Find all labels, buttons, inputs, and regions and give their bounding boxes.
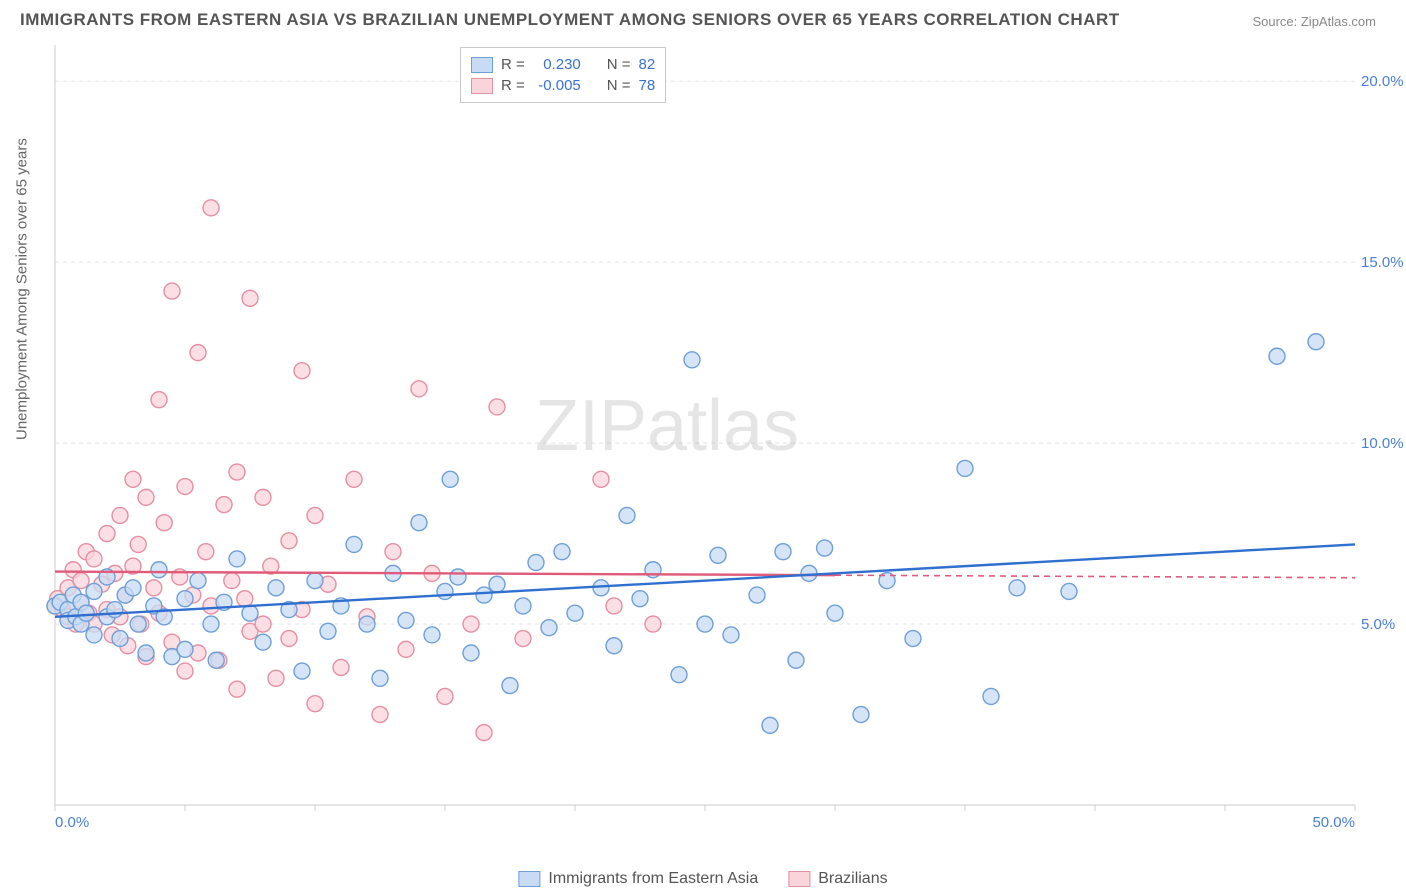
stats-r-value-1: 0.230 — [533, 56, 581, 73]
swatch-series1 — [471, 57, 493, 73]
legend-item-2: Brazilians — [788, 870, 887, 888]
bottom-legend: Immigrants from Eastern Asia Brazilians — [518, 870, 887, 888]
stats-r-label: R = — [501, 56, 525, 73]
svg-text:10.0%: 10.0% — [1361, 435, 1404, 452]
swatch-series2 — [471, 78, 493, 94]
legend-swatch-1 — [518, 871, 540, 887]
svg-text:50.0%: 50.0% — [1312, 814, 1355, 831]
stats-row-series2: R = -0.005 N = 78 — [471, 75, 655, 96]
svg-text:5.0%: 5.0% — [1361, 616, 1395, 633]
plot-area: 5.0%10.0%15.0%20.0%0.0%50.0% ZIPatlas R … — [55, 45, 1365, 825]
svg-text:20.0%: 20.0% — [1361, 73, 1404, 90]
source-label: Source: ZipAtlas.com — [1252, 14, 1376, 29]
legend-label-1: Immigrants from Eastern Asia — [548, 870, 758, 888]
stats-n-value-2: 78 — [639, 77, 656, 94]
legend-swatch-2 — [788, 871, 810, 887]
stats-row-series1: R = 0.230 N = 82 — [471, 54, 655, 75]
source-prefix: Source: — [1252, 14, 1300, 29]
svg-text:15.0%: 15.0% — [1361, 254, 1404, 271]
stats-box: R = 0.230 N = 82 R = -0.005 N = 78 — [460, 47, 666, 103]
stats-n-value-1: 82 — [639, 56, 656, 73]
stats-n-label: N = — [607, 77, 631, 94]
source-name: ZipAtlas.com — [1301, 14, 1376, 29]
svg-text:0.0%: 0.0% — [55, 814, 89, 831]
stats-r-label: R = — [501, 77, 525, 94]
legend-label-2: Brazilians — [818, 870, 887, 888]
chart-svg: 5.0%10.0%15.0%20.0%0.0%50.0% — [55, 45, 1365, 825]
chart-title: IMMIGRANTS FROM EASTERN ASIA VS BRAZILIA… — [20, 10, 1120, 30]
stats-r-value-2: -0.005 — [533, 77, 581, 94]
legend-item-1: Immigrants from Eastern Asia — [518, 870, 758, 888]
y-axis-label: Unemployment Among Seniors over 65 years — [14, 138, 31, 440]
stats-n-label: N = — [607, 56, 631, 73]
